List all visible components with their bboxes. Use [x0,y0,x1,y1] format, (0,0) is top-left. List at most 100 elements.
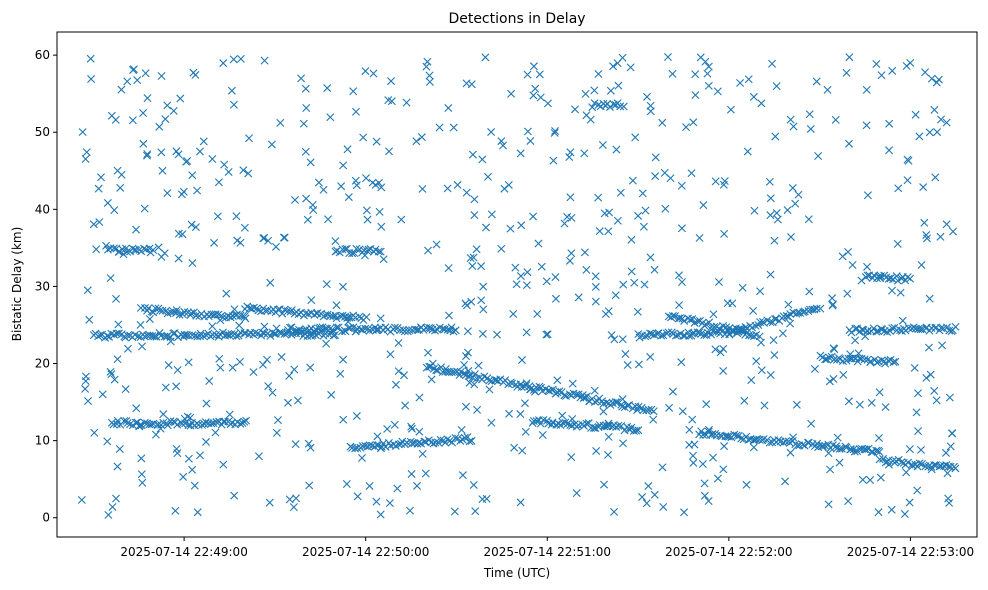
detection-point [905,445,914,454]
detection-point [924,343,933,352]
detection-point [470,211,479,220]
detection-point [572,489,581,498]
detection-point [678,407,687,416]
detection-point [565,153,574,162]
detection-point [760,401,769,410]
detection-point [752,357,761,366]
detection-point [470,370,479,379]
detection-point [631,402,640,411]
detection-point [287,306,296,315]
detection-point [265,498,274,507]
detection-point [512,280,521,289]
detection-point [275,328,284,337]
detection-point [386,350,395,359]
y-axis-label: Bistatic Delay (km) [10,227,24,342]
detection-point [387,77,396,86]
detection-point [646,107,655,116]
detection-point [630,278,639,287]
detection-point [623,361,632,370]
detection-point [616,102,625,111]
detection-point [931,173,940,182]
detection-point [251,328,260,337]
detection-point [133,76,142,85]
detection-point [649,415,658,424]
detection-point [658,118,667,127]
detection-point [590,386,599,395]
detection-point [526,385,535,394]
detection-point [946,442,955,451]
detection-point [805,287,814,296]
detection-point [766,371,775,380]
detection-point [463,327,472,336]
detection-point [825,377,834,386]
detection-point [418,184,427,193]
detection-point [725,330,734,339]
detection-point [665,403,674,412]
detection-point [97,173,105,182]
detection-point [432,366,441,375]
detection-point [843,289,852,298]
detection-point [394,367,403,376]
detection-point [788,183,797,192]
detection-point [208,330,217,339]
detection-point [925,128,934,137]
detection-point [942,118,951,127]
detection-point [686,315,695,324]
detection-point [350,249,359,258]
detection-point [770,236,779,245]
detection-point [511,263,520,272]
detection-point [896,288,905,297]
detection-point [339,355,348,364]
detection-point [92,245,101,254]
detection-point [302,104,311,112]
detection-point [677,278,686,287]
detection-point [666,174,675,183]
detection-point [713,474,722,483]
detection-point [306,158,315,167]
detection-point [917,261,926,269]
detection-point [106,274,115,283]
detection-point [141,69,150,78]
detection-point [338,311,347,320]
detection-point [861,332,870,341]
detection-point [161,383,170,392]
detection-point [227,330,236,339]
detection-point [353,492,362,501]
detection-point [115,444,124,453]
detection-point [226,313,235,322]
detection-point [174,254,183,263]
detection-point [291,440,300,449]
detection-point [664,328,673,337]
detection-point [110,330,119,339]
detection-point [331,330,340,339]
detection-point [450,367,459,376]
detection-point [449,327,458,336]
detection-point [254,452,263,461]
detection-point [671,331,680,340]
detection-point [874,434,883,443]
detection-point [117,85,126,94]
detection-point [225,410,234,419]
detection-point [443,325,452,334]
y-tick-label: 30 [35,279,50,293]
detection-point [659,502,668,511]
detection-point [685,425,694,434]
detection-point [103,437,112,446]
detection-point [773,215,782,224]
detection-point [824,500,833,509]
detection-point [821,355,830,364]
detection-point [163,101,172,110]
detection-point [285,495,294,504]
x-axis-label: Time (UTC) [483,566,550,580]
detection-point [119,250,128,259]
detection-point [537,262,546,271]
detection-point [914,389,922,398]
detection-point [548,385,557,394]
detection-point [145,314,154,323]
detection-point [609,62,618,71]
detection-point [297,74,306,83]
detection-point [523,127,532,136]
detection-point [342,480,351,489]
detection-point [444,264,453,273]
